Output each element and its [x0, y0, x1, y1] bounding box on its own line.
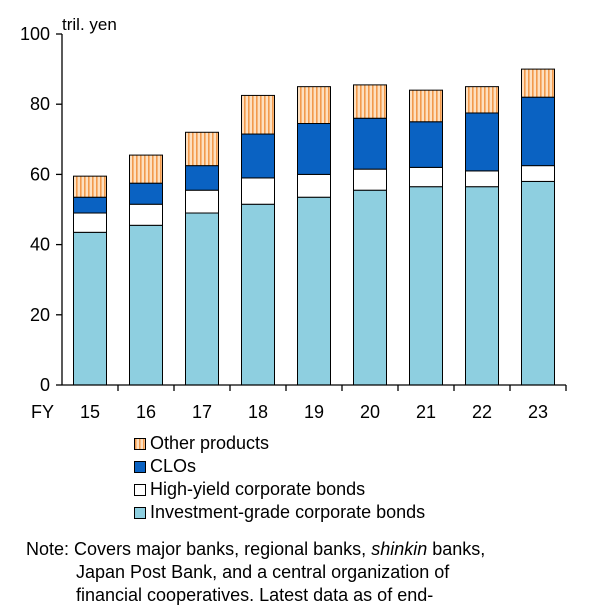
bar-segment-clos-fy20 [353, 117, 387, 170]
bar-segment-investment-grade-corporate-bonds-fy19 [297, 196, 331, 386]
legend-item: High-yield corporate bonds [134, 478, 425, 501]
x-tick-label: 22 [472, 402, 492, 422]
bar-segment-high-yield-corporate-bonds-fy16 [129, 203, 163, 226]
x-tick-label: 23 [528, 402, 548, 422]
bar-segment-high-yield-corporate-bonds-fy15 [73, 212, 107, 233]
x-tick-label: 19 [304, 402, 324, 422]
bar-segment-investment-grade-corporate-bonds-fy16 [129, 224, 163, 386]
bar-segment-other-products-fy23 [521, 68, 555, 98]
note-line2: Japan Post Bank, and a central organizat… [76, 562, 450, 582]
bar-segment-other-products-fy15 [73, 175, 107, 198]
y-tick-label: 0 [40, 375, 50, 395]
stacked-bar-chart: 0 20 40 60 80 100 15 16 17 18 19 20 21 22 23 tril. ye… [20, 15, 567, 422]
bar-segment-investment-grade-corporate-bonds-fy21 [409, 186, 443, 386]
bar-segment-investment-grade-corporate-bonds-fy20 [353, 189, 387, 386]
bar-segment-investment-grade-corporate-bonds-fy22 [465, 186, 499, 386]
x-tick-label: 20 [360, 402, 380, 422]
note-label: Note: [26, 539, 70, 559]
bar-segment-clos-fy19 [297, 123, 331, 175]
legend-label: Investment-grade corporate bonds [150, 502, 426, 522]
x-tick-label: 18 [248, 402, 268, 422]
bar-segment-clos-fy15 [73, 196, 107, 214]
bar-segment-investment-grade-corporate-bonds-fy23 [521, 180, 555, 386]
bar-segment-high-yield-corporate-bonds-fy19 [297, 173, 331, 198]
note-line3: financial cooperatives. Latest data as o… [76, 585, 434, 605]
bar-segment-clos-fy23 [521, 96, 555, 167]
bar-segment-clos-fy17 [185, 165, 219, 191]
x-tick-label: 17 [192, 402, 212, 422]
y-tick-label: 20 [30, 305, 50, 325]
bar-segment-clos-fy22 [465, 112, 499, 172]
bar-segment-other-products-fy20 [353, 84, 387, 119]
note: Note: Covers major banks, regional banks… [26, 538, 586, 607]
bar-segment-other-products-fy17 [185, 131, 219, 167]
legend-item: Other products [134, 432, 425, 455]
legend-label: Other products [150, 433, 270, 453]
bar-segment-other-products-fy18 [241, 94, 275, 135]
legend-item: CLOs [134, 455, 425, 478]
bar-segment-other-products-fy22 [465, 86, 499, 114]
y-tick-label: 40 [30, 235, 50, 255]
y-tick-label: 100 [20, 24, 50, 44]
bar-segment-high-yield-corporate-bonds-fy23 [521, 165, 555, 182]
legend: Other products CLOs High-yield corporate b… [134, 432, 425, 524]
bar-segment-clos-fy16 [129, 182, 163, 205]
bar-segment-clos-fy21 [409, 121, 443, 168]
x-axis-prefix: FY [31, 402, 54, 422]
legend-label: High-yield corporate bonds [150, 479, 366, 499]
bar-segment-other-products-fy16 [129, 154, 163, 184]
legend-item: Investment-grade corporate bonds [134, 501, 425, 524]
x-tick-label: 21 [416, 402, 436, 422]
bar-segment-investment-grade-corporate-bonds-fy15 [73, 231, 107, 386]
bar-segment-high-yield-corporate-bonds-fy17 [185, 189, 219, 214]
bar-segment-high-yield-corporate-bonds-fy21 [409, 166, 443, 188]
bar-segment-high-yield-corporate-bonds-fy18 [241, 177, 275, 205]
y-unit-label: tril. yen [62, 15, 117, 34]
x-tick-label: 16 [136, 402, 156, 422]
legend-swatch [134, 437, 146, 450]
y-tick-label: 80 [30, 94, 50, 114]
note-line1-italic: shinkin [371, 539, 428, 559]
bar-segment-investment-grade-corporate-bonds-fy18 [241, 203, 275, 386]
bar-segment-other-products-fy21 [409, 89, 443, 123]
note-line1-end: banks, [432, 539, 486, 559]
note-line1: Covers major banks, regional banks, [74, 539, 367, 559]
bar-segment-investment-grade-corporate-bonds-fy17 [185, 212, 219, 386]
bar-segment-other-products-fy19 [297, 86, 331, 125]
legend-swatch [134, 460, 146, 473]
y-tick-label: 60 [30, 164, 50, 184]
legend-swatch [134, 506, 146, 519]
legend-label: CLOs [150, 456, 197, 476]
bar-segment-high-yield-corporate-bonds-fy22 [465, 170, 499, 188]
legend-swatch [134, 483, 146, 496]
x-tick-label: 15 [80, 402, 100, 422]
bar-segment-clos-fy18 [241, 133, 275, 179]
bar-segment-high-yield-corporate-bonds-fy20 [353, 168, 387, 191]
